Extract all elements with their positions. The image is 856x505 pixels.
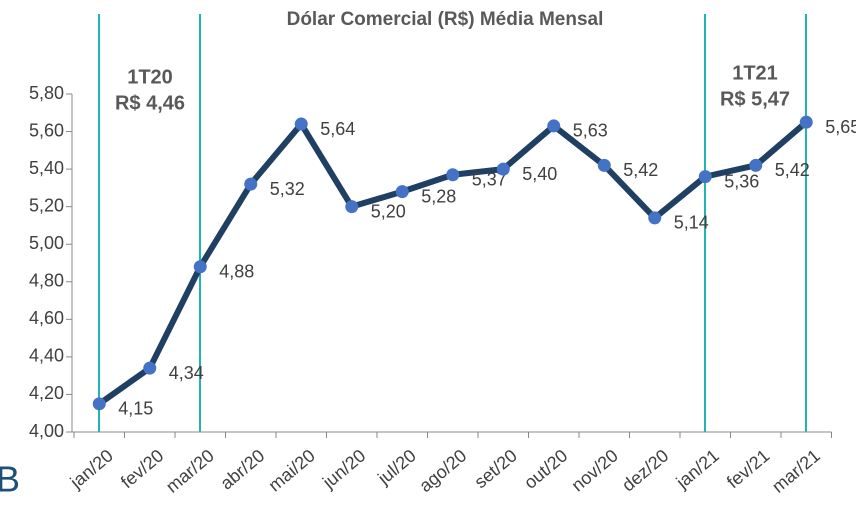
- marker: [799, 115, 813, 129]
- data-label: 5,14: [674, 213, 709, 233]
- marker: [749, 158, 763, 172]
- marker: [143, 361, 157, 375]
- data-label: 4,88: [219, 262, 254, 282]
- x-tick-label: jan/21: [672, 445, 723, 492]
- y-tick-label: 5,20: [29, 195, 64, 215]
- x-tick-label: ago/20: [415, 445, 470, 496]
- annotation: 1T21: [732, 62, 778, 84]
- y-tick-label: 4,00: [29, 421, 64, 441]
- marker: [547, 119, 561, 133]
- x-tick-label: dez/20: [618, 445, 672, 495]
- x-tick-label: mar/20: [162, 445, 218, 496]
- marker: [193, 260, 207, 274]
- data-label: 5,28: [421, 186, 456, 206]
- chart-title: Dólar Comercial (R$) Média Mensal: [287, 9, 604, 30]
- y-tick-label: 5,80: [29, 83, 64, 103]
- y-tick-label: 4,40: [29, 346, 64, 366]
- annotation: R$ 5,47: [720, 88, 790, 110]
- x-tick-label: jan/20: [66, 445, 117, 492]
- marker: [244, 177, 258, 191]
- data-label: 5,65: [825, 117, 856, 137]
- marker: [92, 397, 106, 411]
- data-label: 4,15: [118, 399, 153, 419]
- marker: [698, 170, 712, 184]
- y-tick-label: 5,60: [29, 120, 64, 140]
- x-tick-label: fev/21: [723, 445, 773, 492]
- x-tick-label: nov/20: [568, 445, 622, 495]
- x-tick-label: jul/20: [373, 445, 420, 489]
- y-tick-label: 4,20: [29, 383, 64, 403]
- annotation: 1T20: [127, 66, 173, 88]
- y-tick-label: 4,80: [29, 271, 64, 291]
- y-tick-label: 4,60: [29, 308, 64, 328]
- x-tick-label: jun/20: [318, 445, 369, 492]
- data-label: 5,63: [573, 121, 608, 141]
- marker: [395, 185, 409, 199]
- x-tick-label: abr/20: [216, 445, 268, 493]
- x-tick-label: mar/21: [768, 445, 824, 496]
- data-label: 5,37: [472, 169, 507, 189]
- marker: [446, 168, 460, 182]
- marker: [648, 211, 662, 225]
- y-tick-label: 5,40: [29, 158, 64, 178]
- x-tick-label: out/20: [520, 445, 571, 492]
- data-label: 4,34: [169, 363, 204, 383]
- marker: [345, 200, 359, 214]
- data-label: 5,20: [371, 201, 406, 221]
- x-tick-label: set/20: [470, 445, 520, 492]
- data-label: 5,36: [724, 171, 759, 191]
- x-tick-label: fev/20: [117, 445, 167, 492]
- marker: [496, 162, 510, 176]
- data-label: 5,40: [522, 164, 557, 184]
- data-label: 5,42: [623, 160, 658, 180]
- y-tick-label: 5,00: [29, 233, 64, 253]
- edge-text: B: [0, 459, 20, 500]
- marker: [294, 117, 308, 131]
- marker: [597, 158, 611, 172]
- data-label: 5,64: [320, 119, 355, 139]
- annotation: R$ 4,46: [115, 92, 185, 114]
- data-label: 5,42: [775, 160, 810, 180]
- data-label: 5,32: [270, 179, 305, 199]
- x-tick-label: mai/20: [265, 445, 319, 495]
